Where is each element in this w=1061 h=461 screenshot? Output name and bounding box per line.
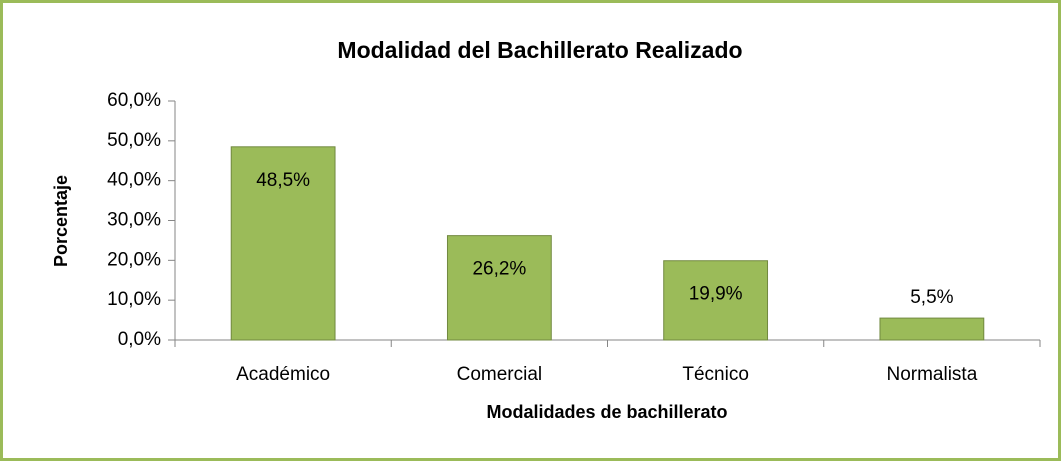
bar [663, 260, 769, 341]
x-tick-label: Comercial [457, 364, 543, 385]
y-axis-label: Porcentaje [51, 175, 71, 267]
y-tick-label: 0,0% [118, 329, 161, 350]
y-tick-label: 10,0% [107, 289, 161, 310]
y-tick-label: 60,0% [107, 90, 161, 111]
data-label: 19,9% [689, 284, 743, 305]
y-tick-label: 20,0% [107, 249, 161, 270]
x-tick-label: Académico [236, 364, 330, 385]
y-tick-label: 30,0% [107, 210, 161, 231]
x-tick-label: Técnico [682, 364, 749, 385]
bar [879, 317, 985, 341]
data-label: 5,5% [910, 287, 953, 308]
x-tick-label: Normalista [886, 364, 977, 385]
data-label: 26,2% [472, 259, 526, 280]
data-label: 48,5% [256, 170, 310, 191]
chart-title: Modalidad del Bachillerato Realizado [337, 37, 742, 63]
y-tick-label: 40,0% [107, 170, 161, 191]
bar [230, 146, 336, 341]
x-axis-label: Modalidades de bachillerato [486, 402, 727, 422]
bar [446, 235, 552, 341]
y-tick-label: 50,0% [107, 130, 161, 151]
